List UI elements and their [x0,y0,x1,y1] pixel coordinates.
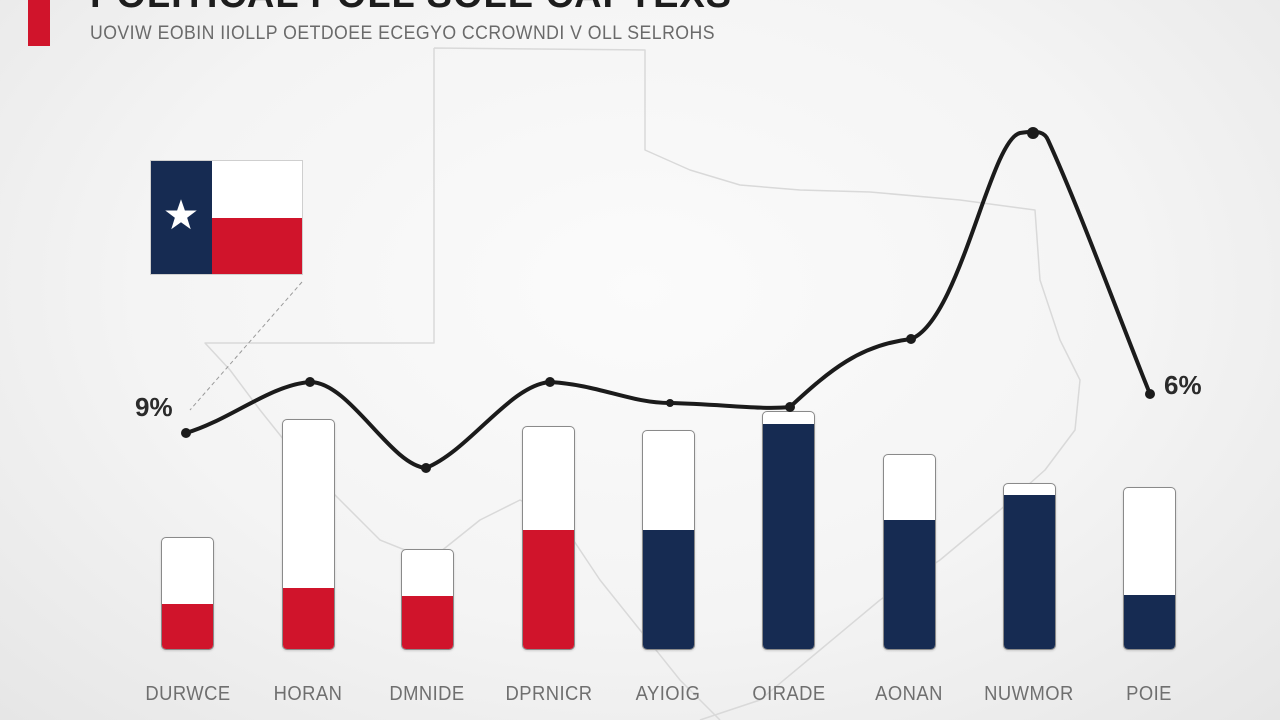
x-axis-label: POIE [1126,683,1172,705]
x-axis-label: NUWMOR [984,683,1074,705]
x-axis-label: AONAN [875,683,943,705]
x-axis-label: DMNIDE [389,683,465,705]
bar-8 [1003,483,1056,650]
chart-subtitle: UOVIW EOBIN IIOLLP OETDOEE ECEGYO CCROWN… [90,23,715,44]
bar-fill [283,588,334,649]
title-accent-bar [28,0,50,46]
trend-line-points [181,127,1155,473]
bar-4 [522,426,575,650]
bar-5 [642,430,695,650]
bar-2 [282,419,335,650]
bar-fill [523,530,574,649]
start-value-label: 9% [135,392,173,422]
flag-white-stripe [212,161,302,218]
star-icon [165,199,197,230]
bar-fill [643,530,694,649]
bar-fill [884,520,935,649]
trend-line [184,129,1152,470]
bar-1 [161,537,214,650]
chart-title: POLITICAL POLL SOLE CAPTEXS [90,0,732,17]
end-value-label: 6% [1164,370,1202,400]
flag-leader-line [189,281,303,411]
bar-3 [401,549,454,650]
texas-flag-icon [150,160,303,275]
x-axis-label: HORAN [273,683,343,705]
bar-9 [1123,487,1176,650]
bar-fill [162,604,213,649]
bar-fill [1004,495,1055,649]
x-axis-label: DURWCE [145,683,231,705]
x-axis-label: DPRNICR [505,683,593,705]
flag-red-stripe [212,217,302,274]
bar-7 [883,454,936,650]
x-axis-label: AYIOIG [635,683,701,705]
bar-fill [1124,595,1175,649]
bar-fill [763,424,814,649]
bar-fill [402,596,453,649]
bar-6 [762,411,815,650]
x-axis-label: OIRADE [752,683,826,705]
